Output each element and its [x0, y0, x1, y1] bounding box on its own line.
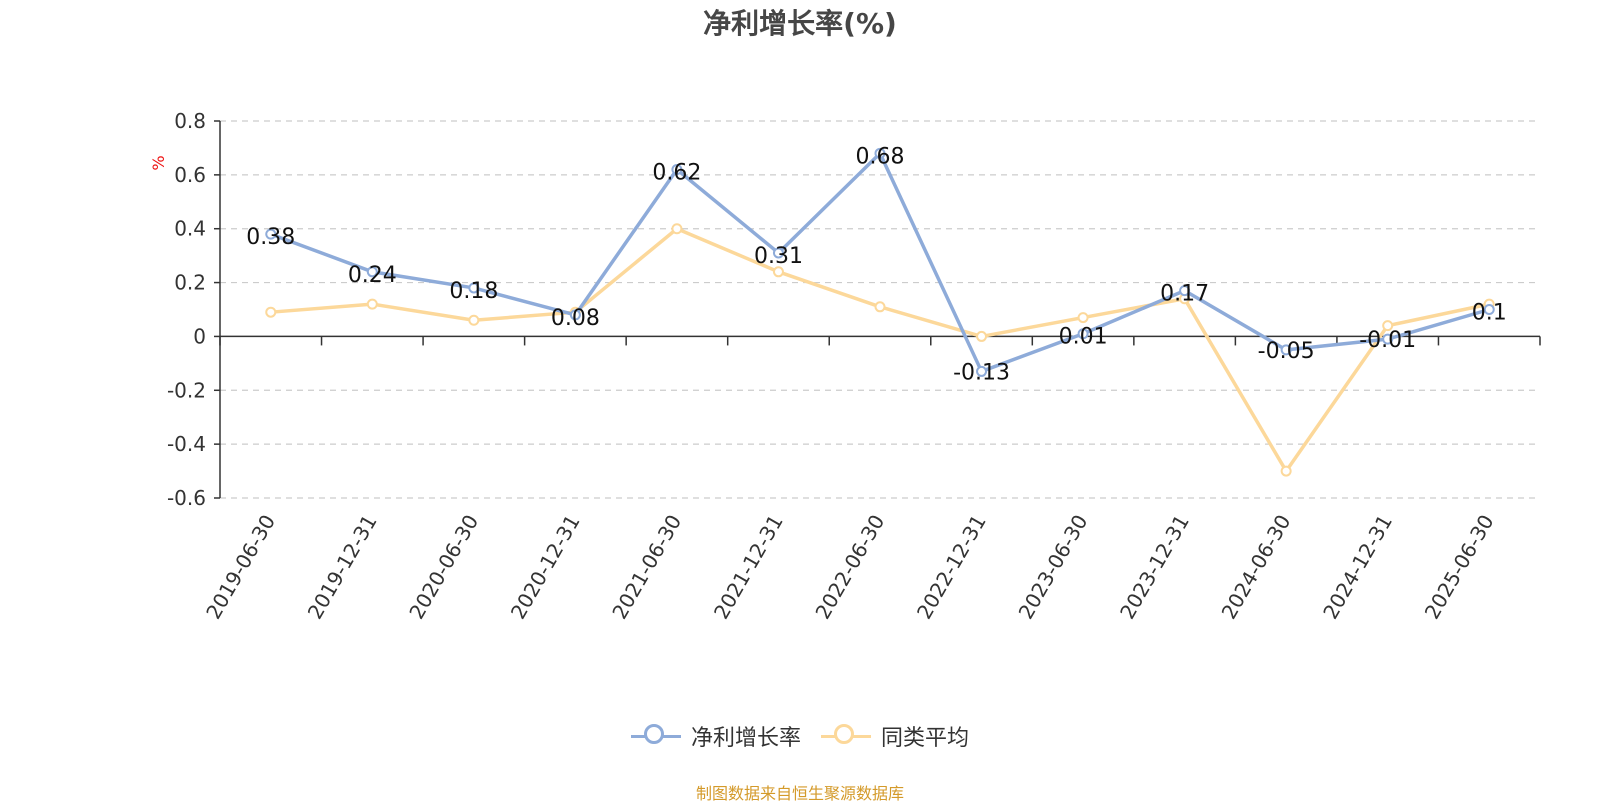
data-point-0: [1382, 333, 1394, 345]
data-label: 0.17: [1160, 282, 1209, 307]
x-tick-label: 2021-12-31: [709, 511, 788, 624]
x-tick-label: 2023-12-31: [1115, 511, 1194, 624]
x-tick-label: 2019-12-31: [303, 511, 382, 624]
x-tick-label: 2021-06-30: [607, 511, 686, 624]
data-point-0: [1280, 344, 1292, 356]
y-axis-label: %: [149, 155, 168, 170]
data-label: 0.08: [551, 306, 600, 331]
y-tick-label: 0.8: [174, 109, 206, 133]
data-label: 0.68: [856, 144, 905, 169]
chart-legend: 净利增长率 同类平均: [0, 720, 1600, 752]
data-label: -0.01: [1359, 328, 1416, 353]
data-point-0: [366, 266, 378, 278]
chart-title: 净利增长率(%): [703, 7, 897, 40]
data-point-0: [671, 163, 683, 175]
data-point-0: [265, 228, 277, 240]
x-tick-label: 2020-12-31: [506, 511, 585, 624]
data-point-1: [468, 314, 480, 326]
data-point-1: [1382, 320, 1394, 332]
x-tick-label: 2022-06-30: [810, 511, 889, 624]
data-point-1: [265, 306, 277, 318]
y-tick-label: 0.4: [174, 217, 206, 241]
x-tick-label: 2024-06-30: [1217, 511, 1296, 624]
data-label: -0.13: [953, 360, 1010, 385]
legend-item[interactable]: 净利增长率: [630, 720, 801, 752]
legend-swatch-icon: [821, 723, 871, 749]
data-label: 0.1: [1472, 301, 1507, 326]
data-point-1: [1077, 312, 1089, 324]
data-point-0: [1483, 304, 1495, 315]
data-point-0: [976, 365, 988, 377]
y-tick-label: -0.2: [167, 378, 206, 402]
data-point-1: [366, 298, 378, 310]
data-point-1: [874, 301, 886, 313]
data-point-1: [976, 330, 988, 342]
data-label: 0.18: [449, 279, 498, 304]
data-point-0: [1077, 328, 1089, 340]
legend-label: 净利增长率: [690, 726, 801, 751]
data-point-0: [468, 282, 480, 294]
x-tick-label: 2025-06-30: [1420, 511, 1499, 624]
y-tick-label: 0: [193, 324, 206, 348]
data-label: 0.24: [348, 263, 397, 288]
data-label: 0.31: [754, 244, 803, 269]
y-tick-label: -0.6: [167, 486, 206, 510]
y-tick-label: -0.4: [167, 432, 206, 456]
data-point-0: [772, 247, 784, 259]
y-tick-label: 0.2: [174, 271, 206, 295]
data-label: -0.05: [1258, 339, 1315, 364]
legend-swatch-icon: [630, 723, 681, 749]
legend-item[interactable]: 同类平均: [821, 720, 969, 752]
data-point-0: [874, 147, 886, 159]
data-label: 0.01: [1059, 325, 1108, 350]
data-point-1: [671, 223, 683, 235]
data-point-0: [1179, 285, 1191, 297]
data-point-0: [569, 309, 581, 321]
data-label: 0.62: [652, 160, 701, 185]
x-tick-label: 2020-06-30: [404, 511, 483, 624]
y-tick-label: 0.6: [174, 163, 206, 187]
data-point-1: [772, 266, 784, 278]
data-label: 0.38: [246, 225, 295, 250]
x-tick-label: 2019-06-30: [201, 511, 280, 624]
data-point-1: [1280, 465, 1292, 477]
x-tick-label: 2024-12-31: [1318, 511, 1397, 624]
x-tick-label: 2022-12-31: [912, 511, 991, 624]
legend-label: 同类平均: [881, 726, 970, 751]
x-tick-label: 2023-06-30: [1014, 511, 1093, 624]
source-note: 制图数据来自恒生聚源数据库: [695, 784, 904, 803]
